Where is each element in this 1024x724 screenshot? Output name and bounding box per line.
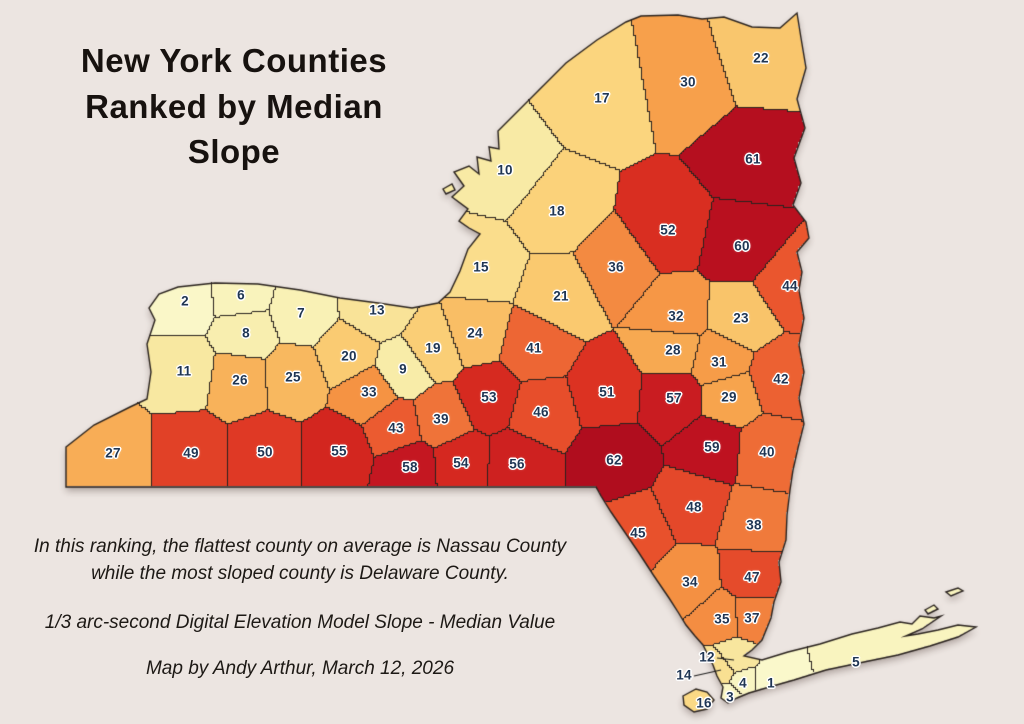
ranking-note: In this ranking, the flattest county on … [8, 534, 592, 588]
source-note: 1/3 arc-second Digital Elevation Model S… [44, 612, 556, 633]
credit-note: Map by Andy Arthur, March 12, 2026 [145, 658, 455, 679]
ranking-note-line1: In this ranking, the flattest county on … [33, 536, 567, 557]
ranking-note-line2: while the most sloped county is Delaware… [91, 562, 509, 584]
map-title: New York Counties Ranked by Median Slope [80, 42, 388, 171]
